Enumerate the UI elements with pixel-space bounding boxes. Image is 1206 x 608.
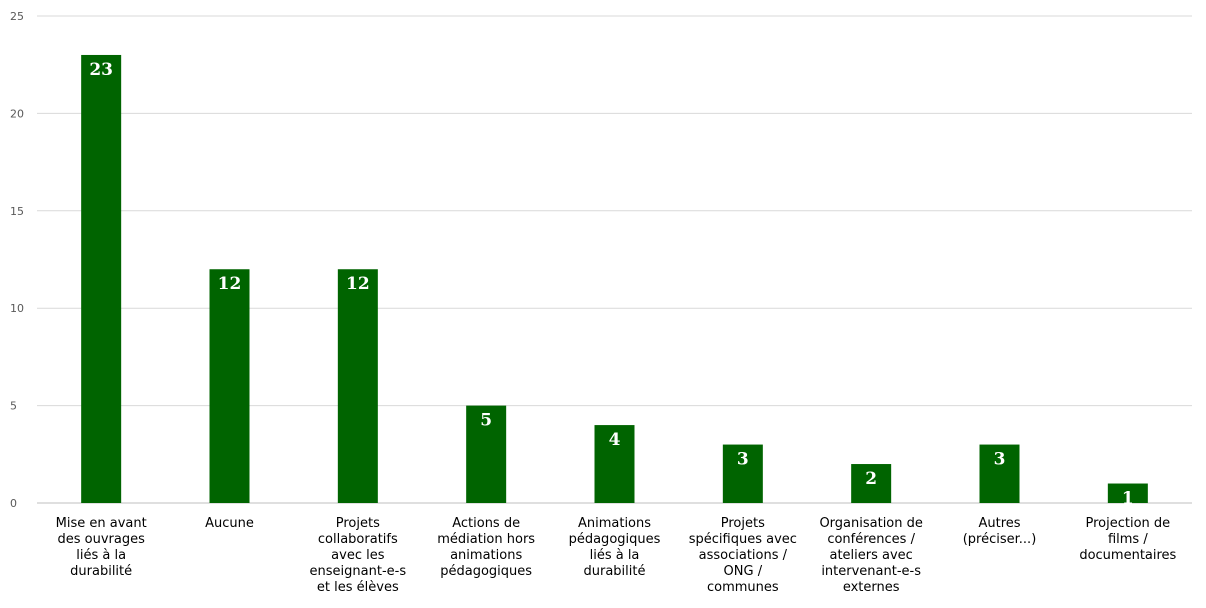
y-tick-label: 25 bbox=[10, 10, 24, 23]
category-label-line: pédagogiques bbox=[440, 564, 532, 579]
category-label-line: Actions de bbox=[452, 516, 520, 531]
category-label-line: durabilité bbox=[584, 564, 646, 579]
bar bbox=[979, 444, 1020, 503]
data-label: 12 bbox=[218, 274, 242, 294]
y-tick-label: 10 bbox=[10, 302, 24, 315]
y-tick-label: 20 bbox=[10, 107, 24, 120]
bar bbox=[81, 54, 122, 504]
data-label: 5 bbox=[480, 411, 492, 431]
category-label: Projets collaboratifs avec les enseignant-e… bbox=[310, 516, 407, 595]
data-label: 1 bbox=[1122, 489, 1134, 509]
category-label-line: documentaires bbox=[1079, 548, 1176, 563]
category-label-line: Mise en avant bbox=[56, 516, 147, 531]
category-label-line: Organisation de bbox=[819, 516, 922, 531]
category-label-line: durabilité bbox=[70, 564, 132, 579]
data-label: 23 bbox=[89, 60, 113, 80]
category-label-line: communes bbox=[707, 580, 779, 595]
category-label-line: animations bbox=[450, 548, 522, 563]
bar bbox=[594, 425, 635, 503]
category-label-line: spécifiques avec bbox=[689, 532, 797, 547]
category-label-line: pédagogiques bbox=[569, 532, 661, 547]
category-label-line: médiation hors bbox=[437, 532, 535, 547]
category-label: Animations pédagogiques liés à la durabilit… bbox=[569, 516, 661, 579]
y-tick-label: 0 bbox=[10, 497, 17, 510]
category-label-line: conférences / bbox=[827, 532, 915, 547]
category-label-line: liés à la bbox=[76, 548, 126, 563]
bar bbox=[209, 269, 250, 503]
bar bbox=[722, 444, 763, 503]
category-label: Projection de films / documentaires bbox=[1079, 516, 1176, 563]
x-axis-category-labels: Mise en avant des ouvrages liés à la durabi… bbox=[56, 516, 1177, 595]
category-label-line: collaboratifs bbox=[318, 532, 398, 547]
category-label-line: Aucune bbox=[205, 516, 254, 531]
category-label-line: associations / bbox=[699, 548, 788, 563]
data-label: 12 bbox=[346, 274, 370, 294]
category-label: Projets spécifiques avec associations / ONG… bbox=[689, 516, 797, 595]
category-label-line: ONG / bbox=[724, 564, 763, 579]
category-label-line: intervenant-e-s bbox=[821, 564, 921, 579]
bars bbox=[81, 54, 1148, 504]
data-label: 4 bbox=[609, 430, 621, 450]
bar bbox=[466, 405, 507, 503]
category-label-line: Autres bbox=[978, 516, 1020, 531]
category-label-line: et les élèves bbox=[317, 580, 399, 595]
bar bbox=[1107, 483, 1148, 503]
category-label-line: ateliers avec bbox=[829, 548, 912, 563]
data-label: 3 bbox=[737, 450, 749, 470]
category-label-line: externes bbox=[843, 580, 900, 595]
y-axis-tick-labels: 0 5 10 15 20 25 bbox=[10, 10, 24, 510]
category-label: Organisation de conférences / ateliers ave… bbox=[819, 516, 922, 595]
data-label: 3 bbox=[994, 450, 1006, 470]
category-label: Actions de médiation hors animations pédago… bbox=[437, 516, 535, 579]
category-label-line: Projection de bbox=[1085, 516, 1170, 531]
category-label-line: Projets bbox=[336, 516, 380, 531]
category-label-line: avec les bbox=[331, 548, 385, 563]
category-label: Aucune bbox=[205, 516, 254, 531]
category-label: Mise en avant des ouvrages liés à la durabi… bbox=[56, 516, 147, 579]
category-label-line: (préciser...) bbox=[963, 532, 1037, 547]
data-label: 2 bbox=[865, 469, 877, 489]
y-tick-label: 5 bbox=[10, 400, 17, 413]
y-tick-label: 15 bbox=[10, 205, 24, 218]
bar bbox=[851, 464, 892, 503]
bar bbox=[337, 269, 378, 503]
category-label-line: Projets bbox=[721, 516, 765, 531]
category-label-line: films / bbox=[1108, 532, 1148, 547]
category-label-line: enseignant-e-s bbox=[310, 564, 407, 579]
category-label-line: des ouvrages bbox=[57, 532, 145, 547]
category-label-line: Animations bbox=[578, 516, 651, 531]
category-label-line: liés à la bbox=[590, 548, 640, 563]
category-label: Autres (préciser...) bbox=[963, 516, 1037, 547]
